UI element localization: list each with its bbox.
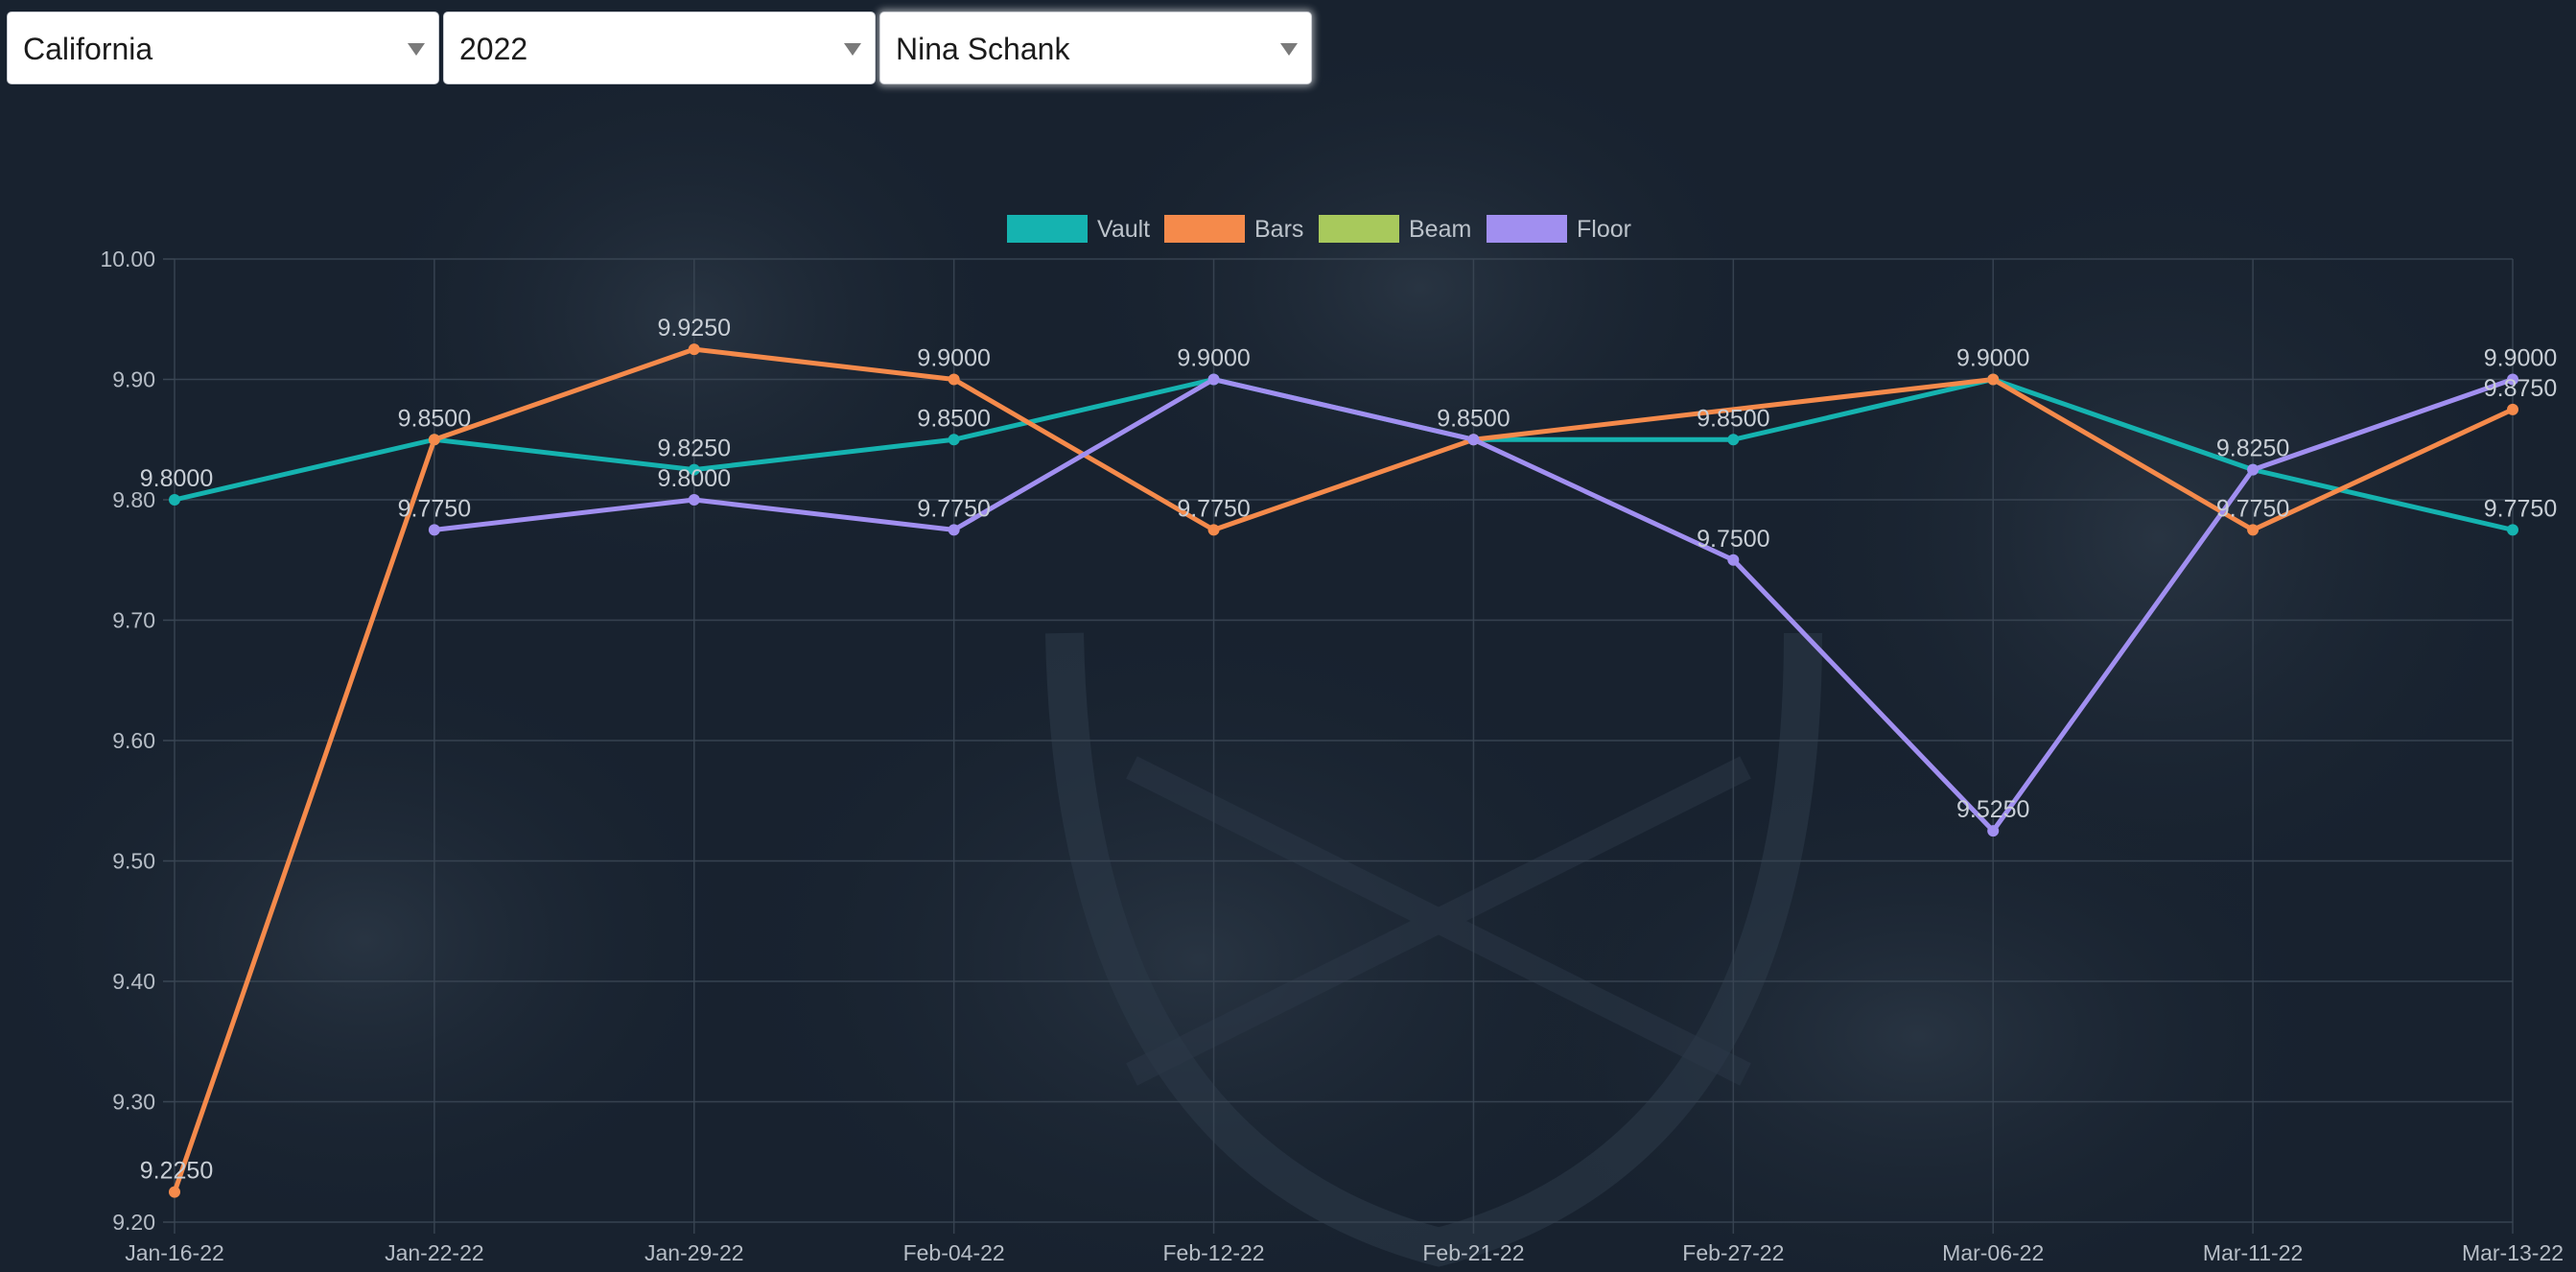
- data-label: 9.8000: [140, 465, 213, 492]
- data-label: 9.7500: [1697, 526, 1769, 553]
- data-label: 9.8500: [398, 405, 471, 432]
- data-label: 9.8500: [1697, 405, 1769, 432]
- legend-item-beam[interactable]: Beam: [1319, 215, 1471, 243]
- data-label: 9.7750: [2216, 495, 2289, 522]
- y-tick-label: 9.70: [112, 608, 155, 633]
- chevron-down-icon: [408, 43, 425, 56]
- year-select[interactable]: 2022: [443, 12, 876, 84]
- data-label: 9.7750: [1177, 495, 1250, 522]
- team-select-value: California: [23, 32, 153, 66]
- data-point-bars: [2507, 403, 2518, 415]
- data-point-floor: [2247, 463, 2260, 476]
- data-label: 9.8750: [2484, 375, 2557, 402]
- data-label: 9.5250: [1956, 796, 2029, 823]
- data-point-bars: [169, 1186, 180, 1198]
- gymnast-select-value: Nina Schank: [896, 32, 1070, 66]
- legend-swatch: [1164, 215, 1245, 243]
- legend-swatch: [1007, 215, 1088, 243]
- y-tick-label: 10.00: [100, 247, 155, 271]
- series-line-bars: [172, 346, 2516, 1195]
- x-tick-label: Jan-22-22: [385, 1240, 484, 1265]
- data-label: 9.8500: [1437, 405, 1510, 432]
- data-point-vault: [688, 463, 700, 476]
- data-point-bars: [688, 343, 700, 356]
- y-tick-label: 9.50: [112, 849, 155, 874]
- data-point-vault: [169, 494, 180, 506]
- legend-item-floor[interactable]: Floor: [1487, 215, 1631, 243]
- data-point-vault: [2507, 524, 2518, 536]
- y-tick-label: 9.60: [112, 728, 155, 753]
- legend-label: Bars: [1254, 216, 1303, 243]
- data-point-floor: [1467, 434, 1480, 446]
- chevron-down-icon: [844, 43, 861, 56]
- data-point-floor: [428, 524, 440, 536]
- x-tick-label: Mar-13-22: [2462, 1240, 2564, 1265]
- data-point-vault: [948, 434, 960, 446]
- data-point-floor: [1987, 825, 2000, 837]
- data-label: 9.9000: [1956, 345, 2029, 372]
- data-point-bars: [1207, 524, 1220, 536]
- legend-swatch: [1319, 215, 1399, 243]
- data-label: 9.7750: [2484, 495, 2557, 522]
- data-point-floor: [2507, 373, 2518, 386]
- data-point-floor: [948, 524, 960, 536]
- data-label: 9.8500: [917, 405, 990, 432]
- data-point-floor: [1727, 554, 1740, 566]
- data-label: 9.8250: [658, 436, 731, 462]
- y-tick-label: 9.20: [112, 1210, 155, 1235]
- legend-item-vault[interactable]: Vault: [1007, 215, 1150, 243]
- x-tick-label: Mar-11-22: [2203, 1240, 2303, 1265]
- data-label: 9.8250: [2216, 436, 2289, 462]
- x-tick-label: Feb-27-22: [1682, 1240, 1784, 1265]
- data-point-floor: [688, 494, 700, 506]
- series-line-vault: [172, 377, 2516, 532]
- legend-swatch: [1487, 215, 1567, 243]
- legend-label: Vault: [1097, 216, 1150, 243]
- x-tick-label: Feb-12-22: [1162, 1240, 1264, 1265]
- data-point-vault: [1727, 434, 1740, 446]
- legend-item-bars[interactable]: Bars: [1164, 215, 1303, 243]
- data-label: 9.9250: [658, 315, 731, 342]
- y-tick-label: 9.80: [112, 487, 155, 512]
- data-label: 9.2250: [140, 1158, 213, 1185]
- data-point-bars: [2247, 524, 2260, 536]
- data-label: 9.9000: [917, 345, 990, 372]
- data-label: 9.7750: [398, 495, 471, 522]
- x-tick-label: Feb-04-22: [903, 1240, 1005, 1265]
- team-select[interactable]: California: [7, 12, 439, 84]
- x-tick-label: Jan-16-22: [125, 1240, 224, 1265]
- year-select-value: 2022: [459, 32, 528, 66]
- y-tick-label: 9.30: [112, 1090, 155, 1115]
- legend-label: Beam: [1409, 216, 1471, 243]
- data-point-bars: [948, 373, 960, 386]
- x-tick-label: Mar-06-22: [1942, 1240, 2044, 1265]
- y-tick-label: 9.40: [112, 969, 155, 994]
- legend-label: Floor: [1577, 216, 1631, 243]
- data-label: 9.9000: [2484, 345, 2557, 372]
- x-tick-label: Jan-29-22: [644, 1240, 744, 1265]
- chevron-down-icon: [1280, 43, 1298, 56]
- data-label: 9.7750: [917, 495, 990, 522]
- gymnast-select[interactable]: Nina Schank: [879, 12, 1312, 84]
- y-tick-label: 9.90: [112, 367, 155, 392]
- data-point-bars: [1987, 373, 2000, 386]
- x-tick-label: Feb-21-22: [1422, 1240, 1524, 1265]
- data-label: 9.9000: [1177, 345, 1250, 372]
- filter-bar: California 2022 Nina Schank: [7, 12, 1312, 84]
- data-point-floor: [1207, 373, 1220, 386]
- data-point-bars: [428, 434, 440, 446]
- data-label: 9.8000: [658, 465, 731, 492]
